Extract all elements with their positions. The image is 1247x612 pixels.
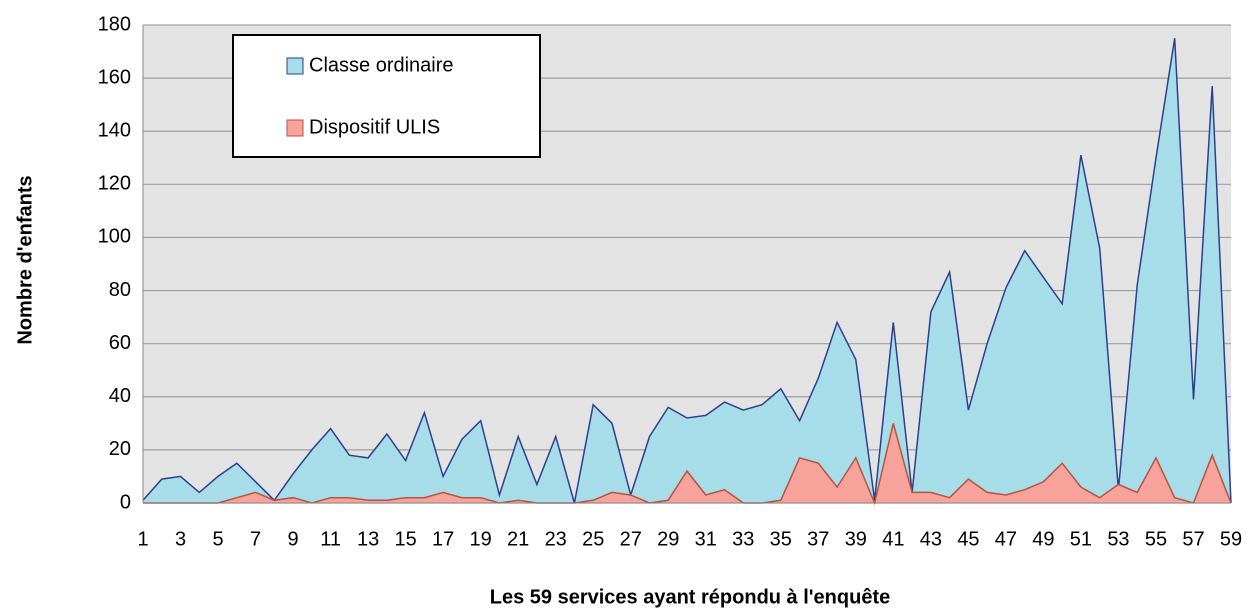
y-tick-label: 60 [109,332,131,354]
x-tick-label: 55 [1145,528,1167,550]
x-tick-label: 57 [1182,528,1204,550]
x-axis-label: Les 59 services ayant répondu à l'enquêt… [490,586,890,608]
y-tick-label: 140 [98,120,131,142]
x-tick-label: 47 [995,528,1017,550]
y-tick-label: 40 [109,385,131,407]
y-tick-label: 120 [98,173,131,195]
legend-swatch [286,57,304,75]
y-tick-label: 80 [109,279,131,301]
x-tick-label: 11 [320,528,341,550]
y-tick-label: 180 [98,13,131,35]
area-line [142,38,1232,504]
x-tick-label: 7 [250,528,261,550]
x-tick-label: 3 [175,528,186,550]
x-tick-label: 51 [1070,528,1092,550]
x-tick-label: 27 [620,528,642,550]
x-tick-label: 21 [507,528,529,550]
x-tick-label: 1 [137,528,148,550]
x-tick-label: 19 [470,528,492,550]
y-axis-label: Nombre d'enfants [14,175,36,344]
x-tick-label: 59 [1220,528,1242,550]
legend-label: Dispositif ULIS [309,116,440,138]
x-tick-label: 45 [957,528,979,550]
x-tick-label: 13 [357,528,379,550]
x-tick-label: 41 [882,528,904,550]
x-tick-label: 35 [770,528,792,550]
legend-label: Classe ordinaire [309,54,454,76]
y-tick-label: 20 [109,438,131,460]
area-fill [143,38,1231,504]
area-fill [143,423,1231,503]
x-tick-label: 53 [1107,528,1129,550]
y-tick-label: 100 [98,226,131,248]
x-tick-label: 29 [657,528,679,550]
x-tick-label: 9 [288,528,299,550]
x-tick-label: 49 [1032,528,1054,550]
x-tick-label: 39 [845,528,867,550]
legend-swatch [286,119,304,137]
legend-box [232,34,541,158]
x-tick-label: 37 [807,528,829,550]
area-line [143,423,1232,506]
x-tick-label: 5 [212,528,223,550]
x-tick-label: 17 [432,528,454,550]
x-tick-label: 43 [920,528,942,550]
x-tick-label: 15 [394,528,416,550]
x-tick-label: 25 [582,528,604,550]
y-tick-label: 0 [120,491,131,513]
x-tick-label: 31 [695,528,717,550]
x-tick-label: 23 [545,528,567,550]
y-tick-label: 160 [98,66,131,88]
x-tick-label: 33 [732,528,754,550]
